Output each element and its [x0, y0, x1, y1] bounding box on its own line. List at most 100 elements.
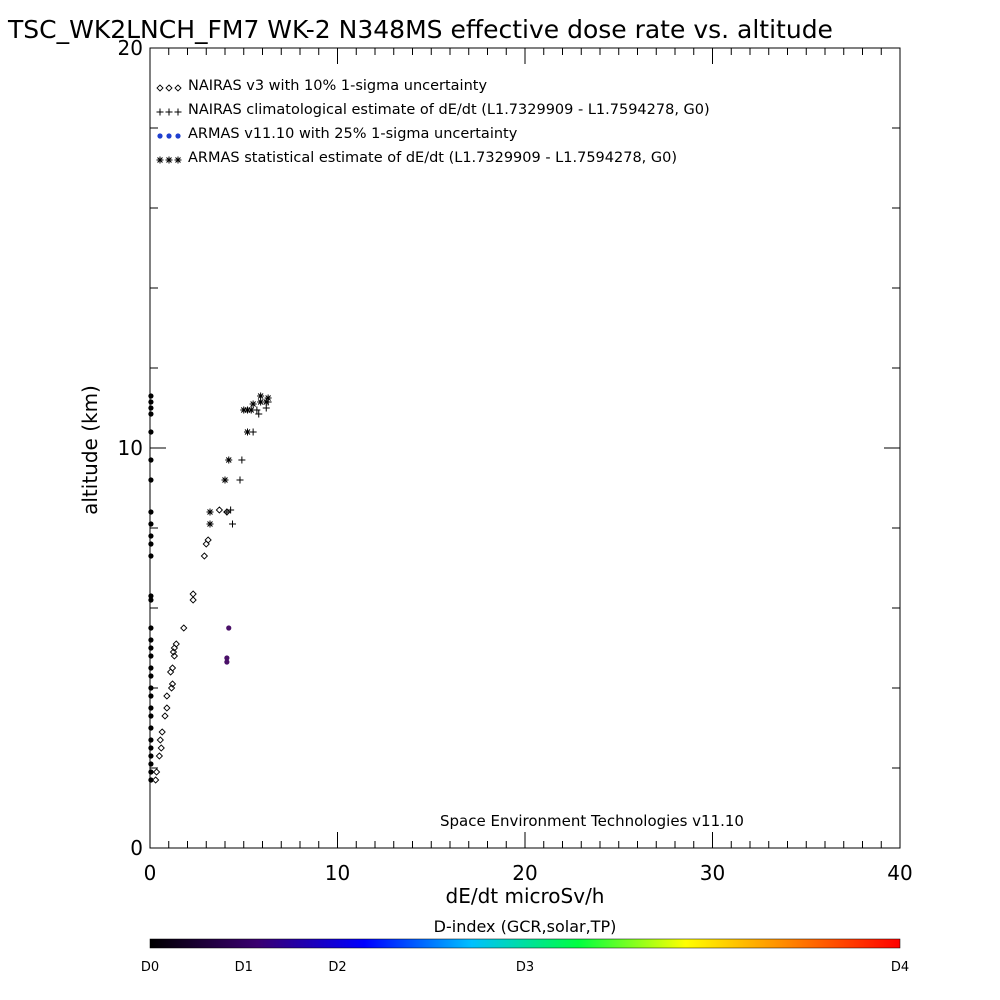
data-point	[189, 590, 197, 598]
data-point	[172, 640, 180, 648]
data-point	[249, 400, 257, 408]
data-point	[189, 596, 197, 604]
data-point	[148, 429, 154, 435]
data-point	[206, 508, 214, 516]
x-axis-label: dE/dt microSv/h	[446, 884, 605, 908]
data-point	[206, 520, 214, 528]
data-point	[148, 477, 154, 483]
legend-entry: ARMAS v11.10 with 25% 1-sigma uncertaint…	[157, 126, 518, 142]
x-tick-label: 0	[144, 861, 157, 885]
data-point	[148, 761, 154, 767]
data-point	[148, 509, 154, 515]
legend-marker	[174, 108, 182, 116]
data-point	[257, 398, 265, 406]
legend-marker	[156, 108, 164, 116]
legend-marker	[174, 156, 182, 164]
data-point	[148, 553, 154, 559]
data-point	[156, 736, 164, 744]
legend-label: NAIRAS v3 with 10% 1-sigma uncertainty	[188, 78, 487, 94]
data-point	[224, 655, 230, 661]
legend-entry: NAIRAS climatological estimate of dE/dt …	[156, 102, 710, 118]
colorbar-tick-label: D4	[891, 960, 909, 975]
data-point	[148, 521, 154, 527]
legend-label: ARMAS statistical estimate of dE/dt (L1.…	[188, 150, 677, 166]
data-point	[148, 685, 154, 691]
data-point	[148, 705, 154, 711]
legend-marker	[174, 84, 182, 92]
data-point	[158, 728, 166, 736]
data-point	[264, 394, 272, 402]
legend-marker	[165, 84, 173, 92]
data-point	[223, 508, 231, 516]
data-point	[215, 506, 224, 514]
colorbar-tick-labels: D0 D1 D2 D3 D4	[141, 960, 909, 975]
y-tick-label: 10	[118, 436, 143, 460]
y-tick-label: 0	[130, 836, 143, 860]
data-point	[244, 406, 251, 414]
x-tick-label: 20	[512, 861, 537, 885]
data-point	[224, 659, 230, 665]
data-point	[148, 737, 154, 743]
data-point	[151, 776, 160, 784]
data-point	[148, 393, 154, 399]
legend-marker	[166, 133, 172, 139]
legend-label: ARMAS v11.10 with 25% 1-sigma uncertaint…	[188, 126, 518, 142]
data-point	[148, 653, 154, 659]
data-point	[225, 456, 233, 464]
legend-marker	[165, 108, 173, 116]
data-point	[148, 693, 154, 699]
series-3	[148, 393, 232, 783]
data-point	[229, 520, 236, 528]
annotation-credit: Space Environment Technologies v11.10	[440, 812, 744, 830]
data-point	[148, 753, 154, 759]
data-point	[221, 476, 229, 484]
data-point	[148, 673, 154, 679]
data-point	[152, 768, 161, 776]
data-point	[148, 457, 154, 463]
data-point	[262, 398, 270, 406]
data-point	[168, 680, 177, 688]
colorbar-tick-label: D0	[141, 960, 159, 975]
data-point	[161, 712, 169, 720]
data-point	[170, 652, 179, 660]
data-point	[155, 752, 164, 760]
data-point	[148, 777, 154, 783]
y-tick-labels: 0 10 20	[118, 36, 143, 860]
data-point	[148, 597, 154, 603]
colorbar	[149, 938, 901, 949]
data-point	[148, 769, 154, 775]
data-point	[148, 533, 154, 539]
legend: NAIRAS v3 with 10% 1-sigma uncertainty NA…	[156, 78, 710, 166]
data-point	[148, 593, 154, 599]
data-point	[262, 404, 270, 412]
data-point	[167, 684, 176, 692]
data-point	[148, 745, 154, 751]
chart-title: TSC_WK2LNCH_FM7 WK-2 N348MS effective do…	[7, 15, 833, 44]
data-point	[169, 648, 178, 656]
y-tick-label: 20	[118, 36, 143, 60]
x-tick-label: 10	[325, 861, 350, 885]
data-point	[148, 399, 154, 405]
data-point	[226, 625, 232, 631]
data-point	[157, 744, 165, 752]
data-point	[148, 713, 154, 719]
data-point	[255, 410, 263, 418]
data-point	[200, 552, 209, 560]
data-point	[148, 665, 154, 671]
axis-ticks	[149, 47, 901, 849]
series-4	[206, 392, 272, 528]
data-point	[238, 456, 246, 464]
data-point	[227, 506, 235, 514]
series-1	[151, 506, 231, 784]
data-point	[148, 541, 154, 547]
data-point	[166, 668, 175, 676]
legend-entry: NAIRAS v3 with 10% 1-sigma uncertainty	[156, 78, 487, 94]
legend-entry: ARMAS statistical estimate of dE/dt (L1.…	[156, 150, 677, 166]
data-point	[257, 392, 265, 400]
data-point	[148, 725, 154, 731]
data-point	[148, 637, 154, 643]
x-tick-labels: 0 10 20 30 40	[144, 861, 913, 885]
data-point	[148, 405, 154, 411]
legend-marker	[156, 84, 164, 92]
